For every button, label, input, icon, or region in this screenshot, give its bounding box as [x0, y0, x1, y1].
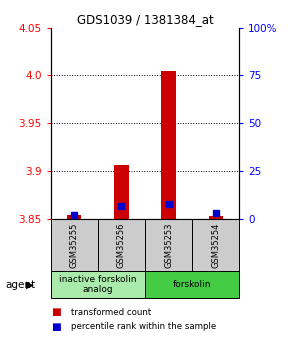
- Bar: [145, 271, 239, 298]
- Bar: [114, 166, 128, 219]
- Text: GSM35253: GSM35253: [164, 222, 173, 268]
- Title: GDS1039 / 1381384_at: GDS1039 / 1381384_at: [77, 13, 213, 27]
- Text: transformed count: transformed count: [71, 308, 151, 317]
- Text: ▶: ▶: [26, 280, 34, 289]
- Text: percentile rank within the sample: percentile rank within the sample: [71, 322, 216, 331]
- Text: GSM35254: GSM35254: [211, 222, 220, 268]
- Bar: [51, 219, 98, 271]
- Text: agent: agent: [6, 280, 36, 289]
- Bar: [162, 71, 176, 219]
- Bar: [67, 215, 81, 219]
- Bar: [145, 219, 192, 271]
- Bar: [51, 271, 145, 298]
- Bar: [209, 216, 223, 219]
- Text: ■: ■: [51, 307, 61, 317]
- Text: inactive forskolin
analog: inactive forskolin analog: [59, 275, 137, 294]
- Bar: [98, 219, 145, 271]
- Text: ■: ■: [51, 322, 61, 332]
- Bar: [192, 219, 239, 271]
- Text: forskolin: forskolin: [173, 280, 211, 289]
- Text: GSM35256: GSM35256: [117, 222, 126, 268]
- Text: GSM35255: GSM35255: [70, 222, 79, 268]
